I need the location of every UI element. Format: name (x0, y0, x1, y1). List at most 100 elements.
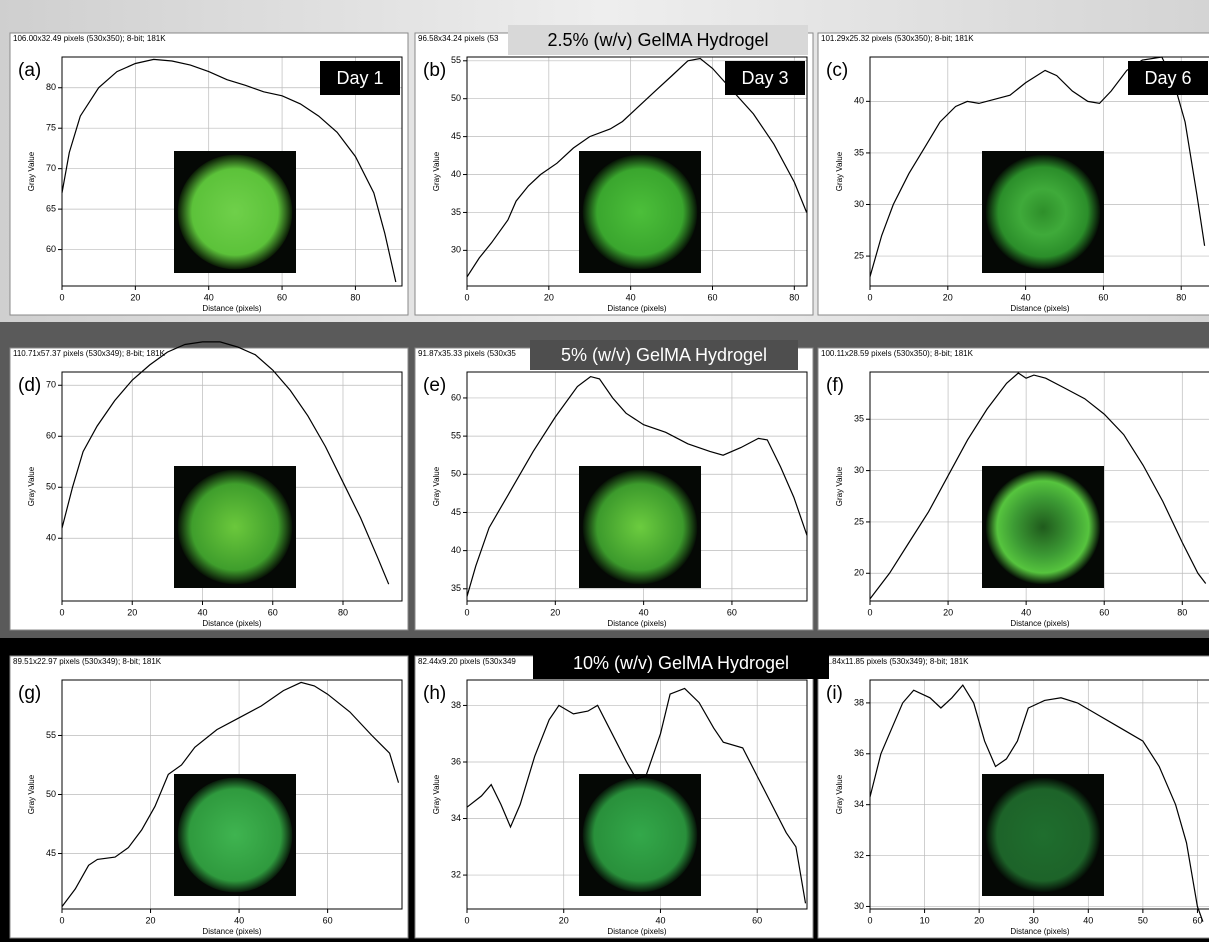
y-tick-label: 34 (854, 799, 864, 809)
panel-label: (d) (18, 375, 41, 396)
y-tick-label: 36 (451, 756, 461, 766)
panel-label: (b) (423, 60, 446, 81)
x-tick-label: 20 (559, 915, 569, 925)
y-tick-label: 55 (451, 55, 461, 65)
x-tick-label: 60 (707, 292, 717, 302)
inset-spot (177, 469, 293, 585)
x-tick-label: 40 (234, 915, 244, 925)
y-tick-label: 40 (46, 533, 56, 543)
x-tick-label: 60 (268, 607, 278, 617)
inset-spot (985, 469, 1101, 585)
x-tick-label: 0 (464, 607, 469, 617)
x-axis-label: Distance (pixels) (202, 304, 261, 313)
y-axis-label: Gray Value (432, 466, 441, 506)
y-axis-label: Gray Value (27, 774, 36, 814)
row-title-box (508, 25, 808, 55)
y-tick-label: 45 (46, 848, 56, 858)
x-tick-label: 80 (1177, 607, 1187, 617)
panel-header: 110.71x57.37 pixels (530x349); 8-bit; 18… (13, 349, 166, 358)
plot-frame (869, 56, 1209, 287)
x-axis-label: Distance (pixels) (202, 619, 261, 628)
y-tick-label: 75 (46, 123, 56, 133)
x-tick-label: 60 (1098, 292, 1108, 302)
y-tick-label: 40 (451, 169, 461, 179)
inset-spot (177, 154, 293, 270)
y-tick-label: 30 (854, 901, 864, 911)
x-tick-label: 60 (323, 915, 333, 925)
y-tick-label: 32 (854, 850, 864, 860)
inset-spot (582, 154, 698, 270)
inset-spot (985, 777, 1101, 893)
inset-spot (177, 777, 293, 893)
panel: 101.29x25.32 pixels (530x350); 8-bit; 18… (817, 32, 1209, 316)
data-line (466, 57, 808, 278)
x-tick-label: 20 (544, 292, 554, 302)
panel-header: 100.11x28.59 pixels (530x350); 8-bit; 18… (821, 349, 974, 358)
inset-spot (985, 154, 1101, 270)
x-tick-label: 80 (789, 292, 799, 302)
day-box (1128, 61, 1208, 95)
data-line (466, 375, 808, 597)
data-line (869, 684, 1204, 922)
y-tick-label: 36 (854, 748, 864, 758)
x-tick-label: 60 (727, 607, 737, 617)
y-tick-label: 50 (451, 469, 461, 479)
panel-header: 71.84x11.85 pixels (530x349); 8-bit; 181… (821, 657, 969, 666)
y-tick-label: 60 (451, 392, 461, 402)
x-tick-label: 40 (197, 607, 207, 617)
panel: 82.44x9.20 pixels (530x349 32 34 36 38 0 20 40 6… (414, 655, 814, 939)
plot-frame (869, 679, 1209, 910)
y-tick-label: 80 (46, 82, 56, 92)
y-tick-label: 35 (854, 414, 864, 424)
y-tick-label: 60 (46, 244, 56, 254)
plot-frame (869, 371, 1209, 602)
panel-label: (h) (423, 683, 446, 704)
row-title: 10% (w/v) GelMA Hydrogel (573, 653, 789, 673)
plot-frame (466, 56, 808, 287)
x-tick-label: 60 (1099, 607, 1109, 617)
x-tick-label: 80 (338, 607, 348, 617)
panel-label: (i) (826, 683, 843, 704)
x-tick-label: 0 (867, 292, 872, 302)
y-axis-label: Gray Value (432, 774, 441, 814)
x-tick-label: 60 (752, 915, 762, 925)
x-axis-label: Distance (pixels) (607, 927, 666, 936)
y-tick-label: 25 (854, 516, 864, 526)
panel-header: 106.00x32.49 pixels (530x350); 8-bit; 18… (13, 34, 166, 43)
y-tick-label: 50 (451, 93, 461, 103)
panel-label: (c) (826, 60, 848, 81)
y-axis-label: Gray Value (835, 466, 844, 506)
y-tick-label: 35 (451, 583, 461, 593)
x-tick-label: 80 (1176, 292, 1186, 302)
panel-label: (e) (423, 375, 446, 396)
x-axis-label: Distance (pixels) (202, 927, 261, 936)
y-tick-label: 70 (46, 163, 56, 173)
x-tick-label: 0 (59, 292, 64, 302)
panel-label: (a) (18, 60, 41, 81)
row-title: 2.5% (w/v) GelMA Hydrogel (547, 30, 768, 50)
data-line (869, 56, 1206, 277)
row-title-box (533, 648, 829, 679)
inset-spot (582, 469, 698, 585)
x-tick-label: 40 (626, 292, 636, 302)
x-tick-label: 40 (1021, 292, 1031, 302)
y-tick-label: 50 (46, 789, 56, 799)
x-tick-label: 40 (1083, 915, 1093, 925)
y-tick-label: 34 (451, 813, 461, 823)
y-axis-label: Gray Value (835, 774, 844, 814)
x-axis-label: Distance (pixels) (1010, 927, 1069, 936)
y-axis-label: Gray Value (432, 151, 441, 191)
y-tick-label: 20 (854, 568, 864, 578)
day-box (725, 61, 805, 95)
x-tick-label: 20 (943, 292, 953, 302)
x-tick-label: 20 (146, 915, 156, 925)
x-tick-label: 0 (867, 607, 872, 617)
row-title: 5% (w/v) GelMA Hydrogel (561, 345, 767, 365)
panel-label: (f) (826, 375, 844, 396)
y-tick-label: 55 (46, 730, 56, 740)
data-line (466, 687, 807, 904)
x-tick-label: 50 (1138, 915, 1148, 925)
y-tick-label: 35 (854, 147, 864, 157)
data-line (61, 681, 400, 907)
